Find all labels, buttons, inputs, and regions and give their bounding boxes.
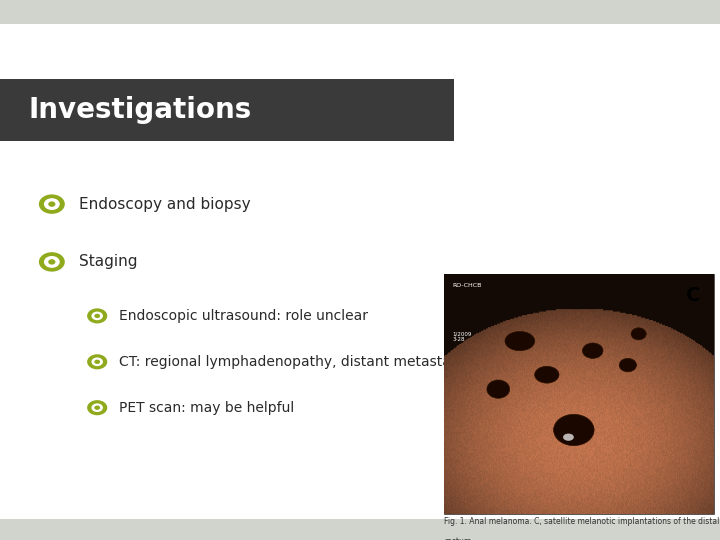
Text: PET scan: may be helpful: PET scan: may be helpful	[119, 401, 294, 415]
Ellipse shape	[582, 343, 603, 359]
Ellipse shape	[535, 366, 559, 383]
Circle shape	[87, 354, 107, 369]
Ellipse shape	[505, 332, 535, 350]
Circle shape	[94, 360, 100, 364]
Text: CT: regional lymphadenopathy, distant metastasis: CT: regional lymphadenopathy, distant me…	[119, 355, 469, 369]
Circle shape	[87, 308, 107, 323]
Ellipse shape	[554, 414, 594, 446]
FancyBboxPatch shape	[0, 79, 454, 141]
Circle shape	[91, 312, 103, 320]
Circle shape	[91, 403, 103, 412]
Text: Investigations: Investigations	[29, 97, 252, 124]
Circle shape	[44, 256, 60, 268]
Text: rectum.: rectum.	[444, 537, 474, 540]
FancyBboxPatch shape	[444, 274, 714, 514]
Ellipse shape	[487, 380, 510, 399]
Circle shape	[39, 252, 65, 272]
Circle shape	[94, 314, 100, 318]
Circle shape	[48, 259, 55, 265]
Text: C: C	[686, 286, 701, 305]
Circle shape	[87, 400, 107, 415]
Text: Endoscopic ultrasound: role unclear: Endoscopic ultrasound: role unclear	[119, 309, 368, 323]
FancyBboxPatch shape	[0, 0, 720, 24]
Text: Fig. 1. Anal melanoma. C, satellite melanotic implantations of the distal: Fig. 1. Anal melanoma. C, satellite mela…	[444, 517, 719, 526]
Text: Endoscopy and biopsy: Endoscopy and biopsy	[79, 197, 251, 212]
Text: RO-CHCB: RO-CHCB	[452, 284, 482, 288]
FancyBboxPatch shape	[0, 519, 720, 540]
Circle shape	[94, 406, 100, 410]
Circle shape	[44, 198, 60, 210]
Ellipse shape	[563, 434, 574, 441]
Circle shape	[48, 201, 55, 207]
Ellipse shape	[619, 359, 636, 372]
Circle shape	[91, 357, 103, 366]
Ellipse shape	[631, 328, 647, 340]
Text: 1/2009
3-28: 1/2009 3-28	[452, 332, 472, 342]
Circle shape	[39, 194, 65, 214]
Text: Staging: Staging	[79, 254, 138, 269]
